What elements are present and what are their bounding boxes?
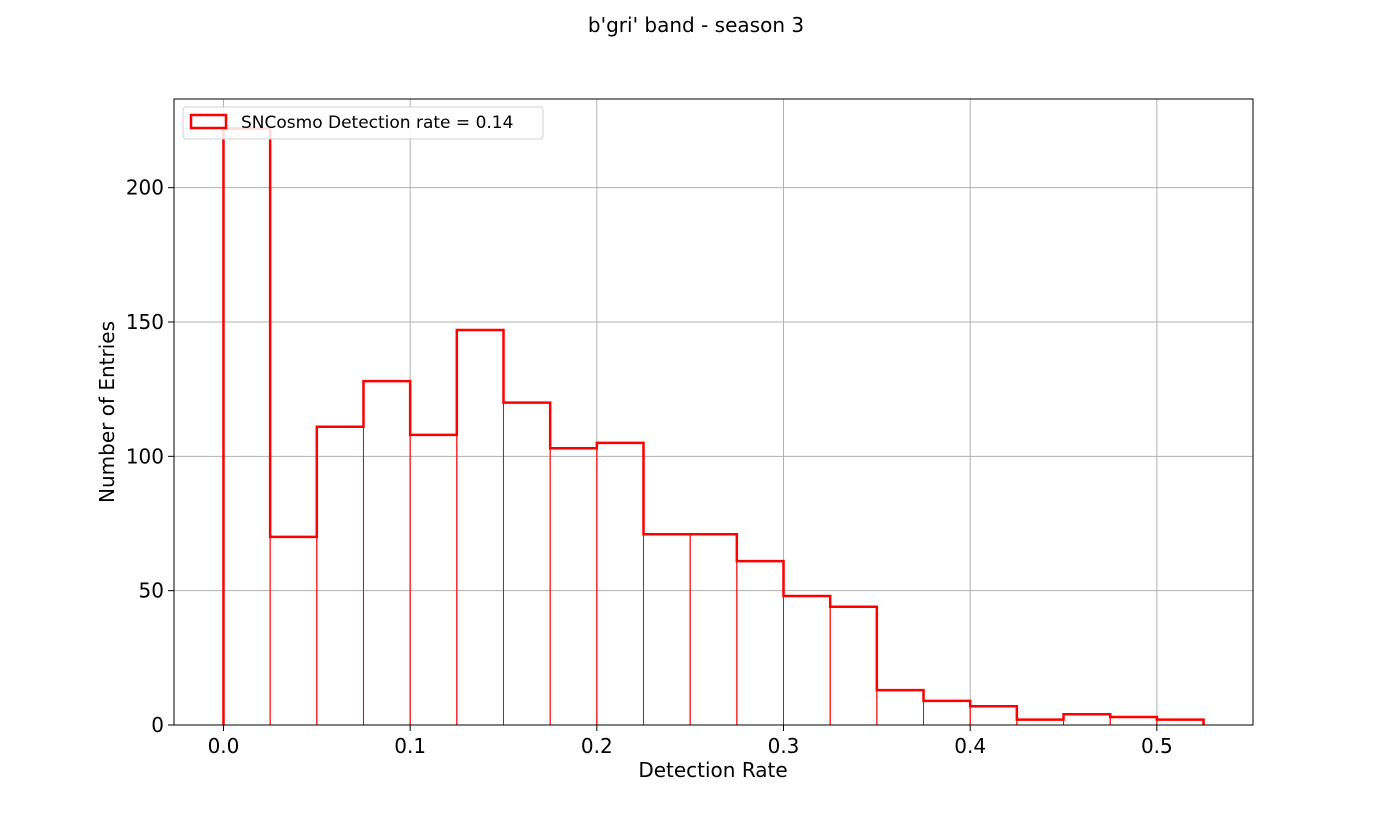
y-tick-label: 0 bbox=[151, 713, 164, 737]
histogram-bar bbox=[596, 442, 644, 726]
histogram-bar bbox=[362, 380, 411, 726]
histogram-bar bbox=[876, 689, 925, 726]
histogram-outline bbox=[222, 127, 1205, 725]
y-tick-label: 150 bbox=[126, 310, 164, 334]
legend-label: SNCosmo Detection rate = 0.14 bbox=[241, 113, 513, 133]
x-tick-label: 0.5 bbox=[1141, 734, 1173, 758]
histogram-bar bbox=[923, 700, 971, 726]
plot-frame bbox=[173, 98, 1254, 726]
histogram-bar bbox=[502, 402, 551, 726]
histogram-bar bbox=[456, 329, 504, 726]
legend: SNCosmo Detection rate = 0.14 bbox=[182, 106, 544, 140]
histogram-bars bbox=[222, 127, 1205, 726]
histogram-bar bbox=[269, 536, 318, 726]
y-tick-label: 100 bbox=[126, 444, 164, 468]
histogram-bar bbox=[783, 595, 831, 726]
histogram-bar bbox=[736, 560, 785, 726]
legend-box bbox=[182, 106, 544, 140]
histogram-bar bbox=[1063, 713, 1111, 726]
grid-lines bbox=[174, 99, 1253, 726]
histogram-bar bbox=[222, 128, 271, 726]
histogram-bar bbox=[409, 434, 458, 726]
y-tick-label: 200 bbox=[126, 176, 164, 200]
x-axis-label: Detection Rate bbox=[638, 758, 787, 782]
histogram-bar bbox=[689, 533, 738, 726]
y-tick-label: 50 bbox=[139, 579, 164, 603]
axis-ticks: 0.0 0.1 0.2 0.3 0.4 0.5 0 50 100 150 200 bbox=[126, 176, 1173, 758]
x-tick-label: 0.4 bbox=[954, 734, 986, 758]
x-tick-label: 0.3 bbox=[768, 734, 800, 758]
histogram-bar bbox=[642, 533, 691, 726]
histogram-bar bbox=[316, 426, 364, 726]
chart-title: b'gri' band - season 3 bbox=[588, 13, 804, 37]
histogram-bar bbox=[549, 447, 598, 726]
x-tick-label: 0.2 bbox=[581, 734, 613, 758]
histogram-bar bbox=[969, 705, 1018, 726]
y-axis-label: Number of Entries bbox=[95, 321, 119, 503]
x-tick-label: 0.1 bbox=[394, 734, 426, 758]
histogram-bar bbox=[829, 606, 878, 726]
x-tick-label: 0.0 bbox=[208, 734, 240, 758]
legend-swatch bbox=[189, 113, 228, 130]
